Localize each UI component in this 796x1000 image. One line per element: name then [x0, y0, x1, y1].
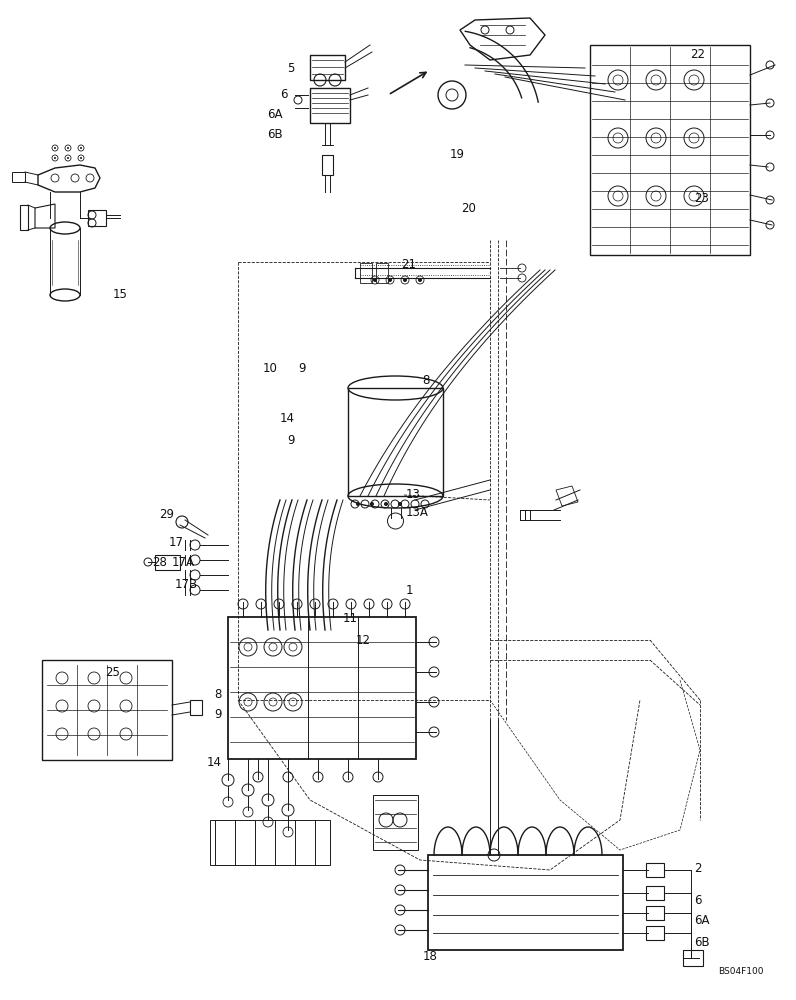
Text: 9: 9 [298, 361, 306, 374]
Bar [348, 388, 443, 496]
Circle shape [80, 157, 82, 159]
Circle shape [418, 278, 422, 282]
Circle shape [80, 147, 82, 149]
Text: 21: 21 [401, 258, 416, 271]
Text: 14: 14 [280, 412, 295, 424]
Circle shape [54, 157, 56, 159]
Bar [683, 950, 703, 966]
Text: 5: 5 [287, 62, 295, 75]
Circle shape [403, 278, 407, 282]
Text: 28: 28 [152, 556, 167, 570]
Bar [590, 45, 750, 255]
Bar [520, 510, 525, 520]
Bar [210, 820, 330, 865]
Text: 23: 23 [694, 192, 709, 205]
Text: 12: 12 [356, 634, 371, 647]
Text: 9: 9 [214, 708, 222, 720]
Bar [322, 155, 333, 175]
Text: 6B: 6B [267, 128, 283, 141]
Text: 19: 19 [450, 148, 465, 161]
Text: BS04F100: BS04F100 [719, 968, 764, 976]
Text: 9: 9 [287, 434, 295, 446]
Text: 1: 1 [406, 584, 413, 596]
Text: 6: 6 [280, 89, 288, 102]
Bar [525, 510, 530, 520]
Bar [360, 263, 372, 283]
Text: 6A: 6A [694, 914, 709, 928]
Text: 2: 2 [694, 862, 701, 876]
Text: 6B: 6B [694, 936, 709, 948]
Text: 14: 14 [207, 756, 222, 768]
Bar [228, 617, 416, 759]
Text: 20: 20 [461, 202, 476, 215]
Bar [12, 172, 25, 182]
Text: 6A: 6A [267, 108, 283, 121]
Circle shape [54, 147, 56, 149]
Circle shape [356, 502, 360, 506]
Text: 8: 8 [422, 373, 429, 386]
Text: 13A: 13A [406, 506, 429, 518]
Bar [376, 263, 388, 283]
Text: 8: 8 [215, 688, 222, 700]
Bar [42, 660, 172, 760]
Circle shape [384, 502, 388, 506]
Circle shape [398, 502, 402, 506]
Text: 18: 18 [423, 950, 438, 962]
Bar [373, 795, 418, 850]
Bar [88, 210, 106, 226]
Text: 11: 11 [343, 611, 358, 624]
Bar [20, 205, 28, 230]
Text: 29: 29 [159, 508, 174, 522]
Text: 15: 15 [113, 288, 128, 302]
Text: 17: 17 [169, 536, 184, 550]
Text: 22: 22 [690, 48, 705, 62]
Text: 13: 13 [406, 488, 421, 500]
Circle shape [67, 147, 69, 149]
Bar [428, 855, 623, 950]
Text: 6: 6 [694, 894, 701, 906]
Bar [310, 55, 345, 80]
Text: 10: 10 [263, 361, 278, 374]
Bar [646, 926, 664, 940]
Circle shape [370, 502, 374, 506]
Circle shape [67, 157, 69, 159]
Circle shape [373, 278, 377, 282]
Bar [646, 886, 664, 900]
Bar [155, 555, 180, 570]
Bar [646, 906, 664, 920]
Bar [646, 863, 664, 877]
Text: 17A: 17A [172, 556, 195, 570]
Circle shape [388, 278, 392, 282]
Text: 25: 25 [105, 666, 120, 678]
Bar [310, 88, 350, 123]
Text: 17B: 17B [175, 578, 198, 591]
